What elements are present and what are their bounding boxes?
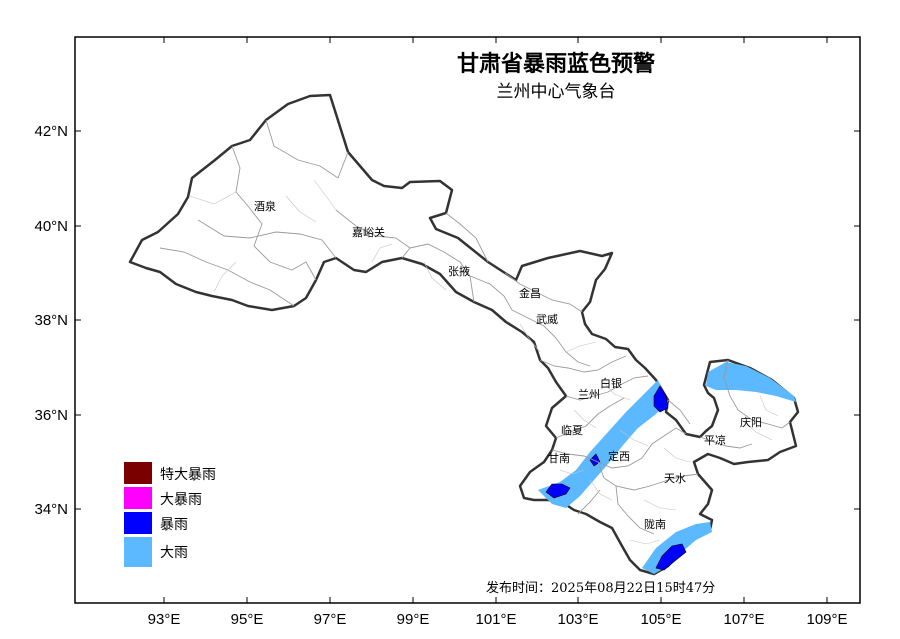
map-title: 甘肃省暴雨蓝色预警: [457, 51, 655, 77]
legend-label-heavy-rainstorm: 大暴雨: [160, 492, 202, 508]
legend: 特大暴雨 大暴雨 暴雨 大雨: [124, 462, 216, 567]
x-tick-label: 97°E: [314, 611, 347, 628]
x-tick-label: 107°E: [723, 611, 764, 628]
rainstorm-spot-southwest: [545, 483, 571, 499]
city-label-jiayuguan: 嘉峪关: [352, 225, 385, 239]
x-tick-label: 93°E: [148, 611, 181, 628]
city-label-pingliang: 平凉: [704, 433, 726, 447]
city-label-lanzhou: 兰州: [578, 388, 600, 401]
rainstorm-spot-south: [655, 543, 687, 571]
province-outline: [128, 93, 800, 576]
heavy-rain-band-northeast: [706, 362, 796, 402]
city-label-jiuquan: 酒泉: [254, 199, 276, 213]
legend-swatch-heavy-rainstorm: [124, 487, 152, 509]
x-tick-label: 95°E: [231, 611, 264, 628]
legend-label-heavy-rain: 大雨: [160, 545, 188, 561]
x-tick-label: 101°E: [475, 611, 516, 628]
city-label-gannan: 甘南: [548, 452, 570, 465]
city-label-longnan: 陇南: [644, 517, 666, 531]
rain-warning-areas: [538, 362, 796, 574]
city-label-wuwei: 武威: [536, 313, 558, 326]
city-label-linxia: 临夏: [561, 423, 583, 437]
legend-swatch-extreme-rainstorm: [124, 462, 152, 484]
y-tick-label: 38°N: [34, 312, 68, 329]
heavy-rain-band-central: [538, 380, 668, 508]
rainstorm-spot-center: [589, 453, 601, 467]
city-label-jinchang: 金昌: [519, 286, 541, 300]
x-tick-label: 103°E: [557, 611, 598, 628]
legend-label-extreme-rainstorm: 特大暴雨: [160, 467, 216, 483]
map-frame: [74, 36, 861, 604]
city-label-tianshui: 天水: [664, 472, 686, 485]
x-tick-label: 105°E: [640, 611, 681, 628]
city-label-zhangye: 张掖: [448, 264, 470, 278]
x-tick-label: 109°E: [806, 611, 847, 628]
county-boundaries: [189, 179, 779, 545]
legend-swatch-heavy-rain: [124, 537, 152, 567]
map-subtitle: 兰州中心气象台: [497, 82, 616, 102]
legend-label-rainstorm: 暴雨: [160, 517, 188, 533]
x-tick-label: 99°E: [397, 611, 430, 628]
issue-time: 发布时间：2025年08月22日15时47分: [486, 580, 715, 596]
rainstorm-spot-east: [653, 385, 669, 413]
city-label-qingyang: 庆阳: [740, 415, 762, 429]
y-tick-label: 40°N: [34, 218, 68, 235]
legend-swatch-rainstorm: [124, 512, 152, 534]
x-ticks: [163, 37, 828, 603]
y-tick-label: 42°N: [34, 123, 68, 140]
city-label-dingxi: 定西: [608, 449, 630, 463]
city-label-baiyin: 白银: [600, 376, 622, 390]
y-tick-label: 36°N: [34, 407, 68, 424]
y-tick-label: 34°N: [34, 501, 68, 518]
prefecture-boundaries: [159, 119, 791, 535]
y-ticks: [75, 130, 860, 510]
